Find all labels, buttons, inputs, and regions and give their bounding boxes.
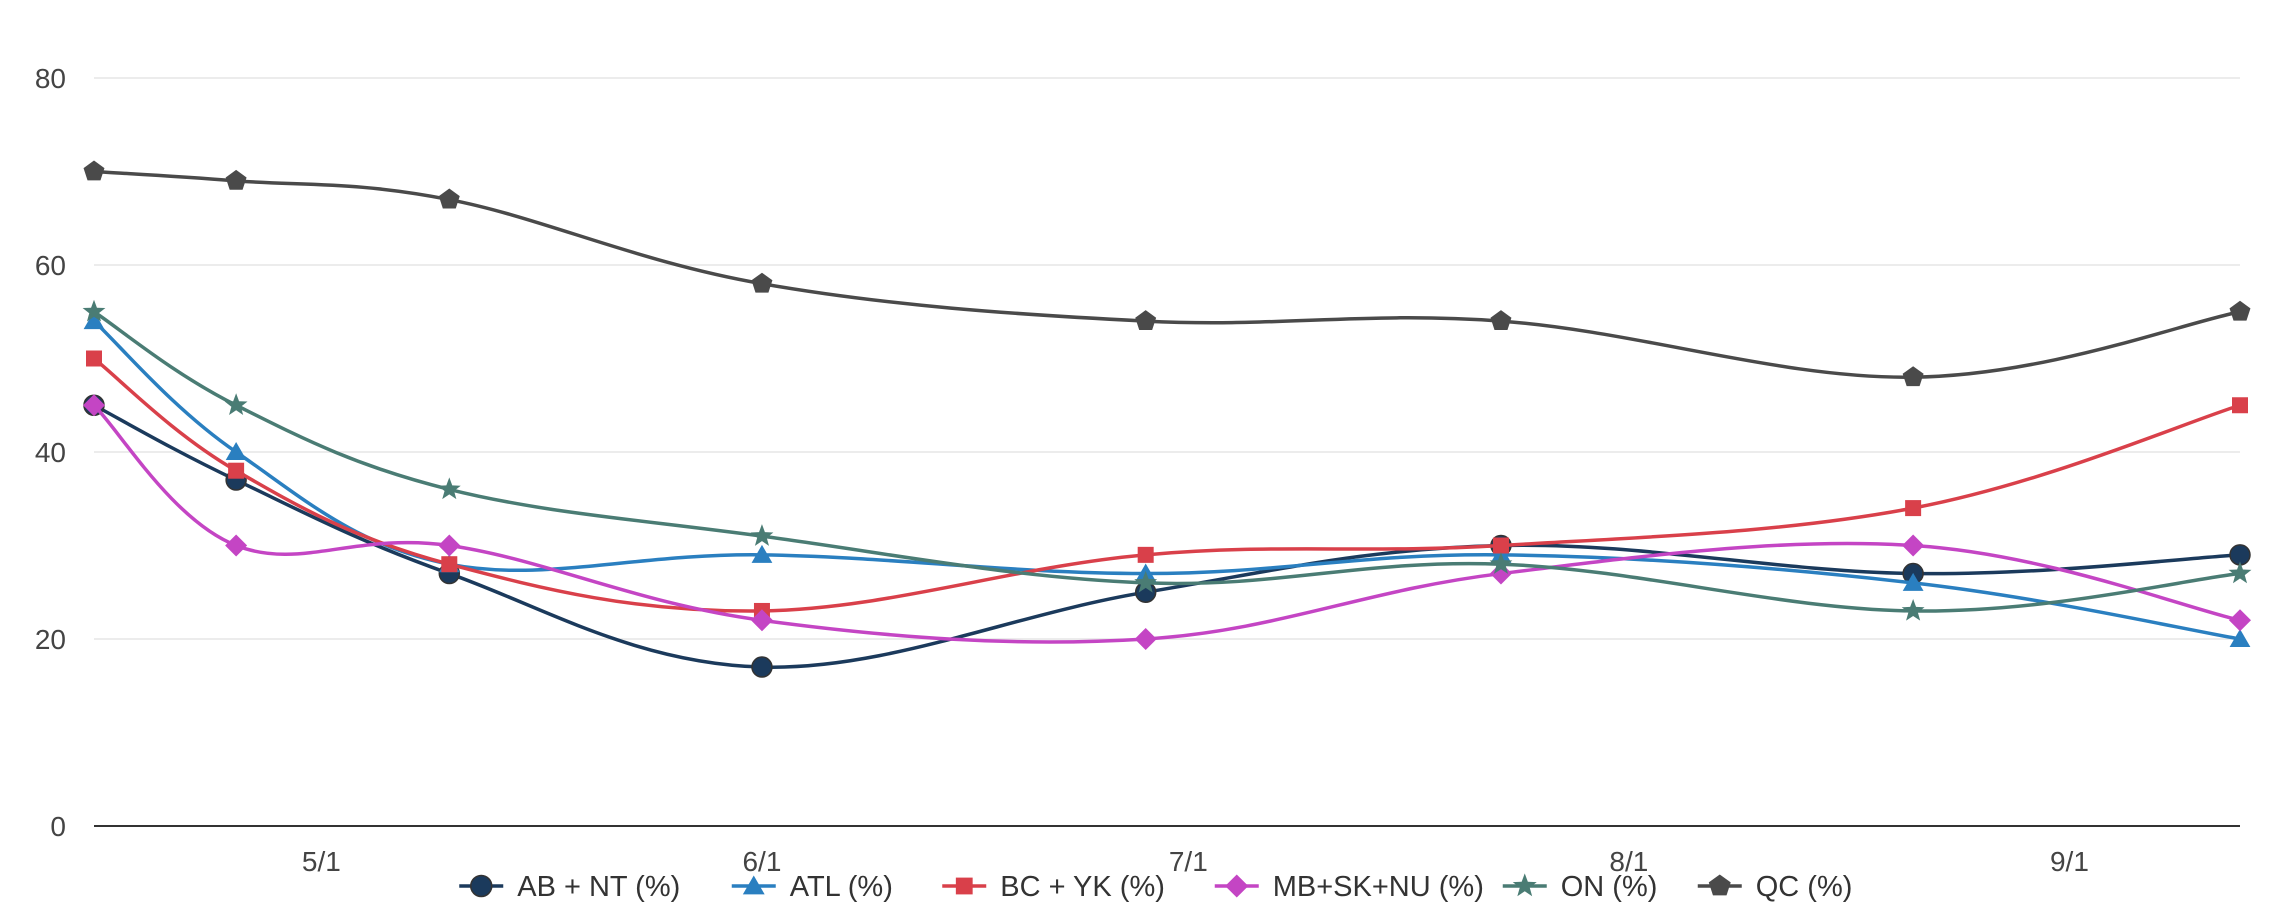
data-point [750, 524, 774, 546]
legend-label: ATL (%) [790, 871, 893, 903]
data-point [1902, 572, 1924, 591]
x-axis: 5/1 6/1 7/1 8/1 9/1 [94, 825, 2240, 877]
legend: AB + NT (%) ATL (%) BC + YK (%) MB+SK+NU (%… [459, 871, 1852, 903]
data-point [2229, 609, 2251, 632]
data-point [751, 656, 773, 678]
data-point [1905, 500, 1922, 517]
x-tick-label: 7/1 [1169, 846, 1208, 877]
data-point [2229, 300, 2251, 321]
data-point [83, 394, 105, 417]
y-tick-label: 40 [35, 437, 66, 468]
legend-item: QC (%) [1697, 871, 1853, 903]
series-2 [86, 350, 2248, 619]
legend-item: AB + NT (%) [459, 871, 680, 903]
series-group [82, 160, 2252, 678]
data-point [437, 477, 461, 500]
legend-item: MB+SK+NU (%) [1214, 871, 1484, 903]
data-point [225, 442, 247, 460]
legend-label: QC (%) [1756, 871, 1853, 903]
x-tick-label: 9/1 [2050, 846, 2089, 877]
data-point [82, 299, 106, 322]
data-point [1492, 537, 1509, 554]
y-tick-label: 0 [50, 811, 66, 842]
legend-marker [1708, 874, 1731, 896]
series-line [92, 357, 2241, 613]
y-tick-label: 60 [35, 250, 66, 281]
legend-marker [470, 874, 493, 898]
data-point [1489, 562, 1512, 585]
x-tick-label: 6/1 [742, 846, 781, 877]
series-line [92, 404, 2241, 644]
data-point [83, 311, 105, 330]
data-point [1902, 366, 1924, 387]
data-point [2229, 629, 2251, 647]
legend-marker [1225, 874, 1249, 898]
data-point [228, 462, 245, 479]
series-4 [82, 299, 2252, 621]
series-line [93, 310, 2241, 613]
data-point [438, 534, 461, 557]
data-point [1135, 310, 1157, 330]
series-line [93, 403, 2241, 669]
legend-label: ON (%) [1561, 871, 1658, 903]
data-point [751, 544, 773, 563]
legend-marker [742, 875, 765, 895]
y-tick-label: 20 [35, 624, 66, 655]
data-point [86, 350, 102, 367]
data-point [1137, 546, 1154, 563]
series-0 [83, 394, 2251, 678]
legend-label: AB + NT (%) [517, 871, 680, 903]
data-point [751, 272, 773, 293]
data-point [225, 169, 247, 190]
data-point [750, 609, 773, 632]
data-point [438, 188, 460, 209]
legend-label: MB+SK+NU (%) [1273, 871, 1484, 903]
data-point [224, 393, 248, 415]
x-tick-label: 8/1 [1609, 846, 1648, 877]
legend-marker [955, 877, 973, 895]
legend-item: ON (%) [1502, 871, 1658, 903]
data-point [441, 556, 458, 573]
legend-item: BC + YK (%) [942, 871, 1165, 903]
legend-marker [1512, 873, 1537, 897]
legend-item: ATL (%) [731, 871, 893, 903]
series-5 [83, 160, 2251, 387]
data-point [1490, 310, 1512, 330]
data-point [83, 160, 105, 181]
y-axis-ticks: 0 20 40 60 80 [35, 63, 66, 842]
data-point [1134, 570, 1158, 593]
series-3 [83, 394, 2251, 650]
y-tick-label: 80 [35, 63, 66, 94]
data-point [225, 534, 248, 557]
series-line [93, 169, 2241, 379]
data-point [2228, 561, 2252, 584]
data-point [1134, 628, 1157, 650]
data-point [2232, 397, 2248, 414]
x-tick-label: 5/1 [302, 846, 341, 877]
data-point [1902, 534, 1925, 557]
legend-label: BC + YK (%) [1000, 871, 1165, 903]
data-point [1489, 552, 1513, 574]
data-point [1901, 598, 1925, 621]
series-line [92, 319, 2241, 641]
